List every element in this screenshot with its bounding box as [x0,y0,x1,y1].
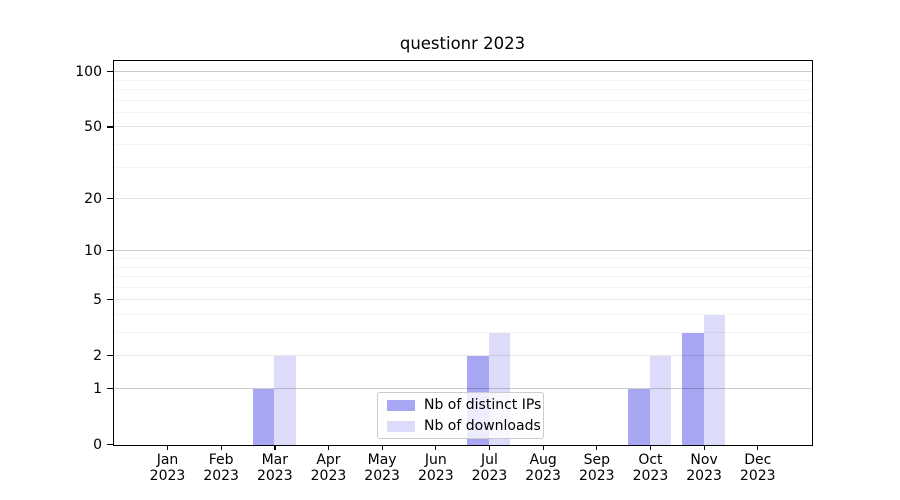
bar-nb-of-downloads-oct [649,356,672,445]
y-tick-mark [107,126,113,128]
x-tick-label: Jun 2023 [417,452,454,484]
x-tick-label: Feb 2023 [203,452,239,484]
y-tick-mark [107,443,113,446]
y-tick-mark [107,299,113,301]
x-tick-label: Mar 2023 [256,452,293,484]
legend-item-distinct-ips: Nb of distinct IPs [378,396,543,414]
legend-label-distinct-ips: Nb of distinct IPs [424,397,542,413]
legend-swatch-distinct-ips [387,399,415,411]
y-tick-label: 0 [93,436,102,453]
y-tick-mark [107,355,113,357]
bar-nb-of-downloads-nov [703,315,726,445]
y-tick-label: 50 [84,118,102,135]
legend-label-downloads: Nb of downloads [424,418,541,434]
y-tick-mark [107,197,113,200]
x-tick-mark [596,444,598,450]
x-tick-mark [381,444,383,450]
bar-nb-of-distinct-ips-nov [682,333,704,445]
y-tick-mark [107,387,113,390]
x-tick-label: Oct 2023 [632,452,669,484]
x-tick-mark [703,444,705,450]
x-tick-label: Jan 2023 [149,452,186,484]
bars-layer [114,61,812,445]
x-tick-label: May 2023 [364,452,400,484]
x-tick-mark [757,444,759,450]
y-tick-label: 10 [84,242,102,259]
plot-area [113,60,813,446]
x-tick-label: Sep 2023 [578,452,615,484]
x-tick-mark [542,444,544,450]
legend-item-downloads: Nb of downloads [378,417,543,435]
bar-nb-of-distinct-ips-oct [628,389,650,445]
y-tick-label: 100 [75,63,102,80]
y-tick-mark [107,250,113,252]
chart-title: questionr 2023 [399,34,526,53]
x-tick-mark [327,444,330,450]
bar-nb-of-downloads-mar [274,356,296,445]
x-tick-mark [166,444,169,450]
y-tick-label: 20 [84,190,102,207]
legend-swatch-downloads [387,420,415,432]
x-tick-label: Dec 2023 [739,452,776,484]
x-tick-label: Apr 2023 [310,452,347,484]
legend: Nb of distinct IPs Nb of downloads [377,392,544,439]
x-tick-label: Nov 2023 [686,452,722,484]
y-tick-label: 1 [93,380,102,397]
y-tick-mark [107,71,113,73]
x-tick-mark [488,444,491,450]
x-tick-mark [220,444,222,450]
y-tick-label: 2 [93,347,102,364]
x-tick-mark [649,444,652,450]
x-tick-mark [435,444,437,450]
x-tick-mark [274,444,276,450]
bar-nb-of-distinct-ips-mar [252,389,275,445]
x-tick-label: Aug 2023 [525,452,561,484]
y-tick-label: 5 [93,291,102,308]
x-tick-label: Jul 2023 [471,452,508,484]
